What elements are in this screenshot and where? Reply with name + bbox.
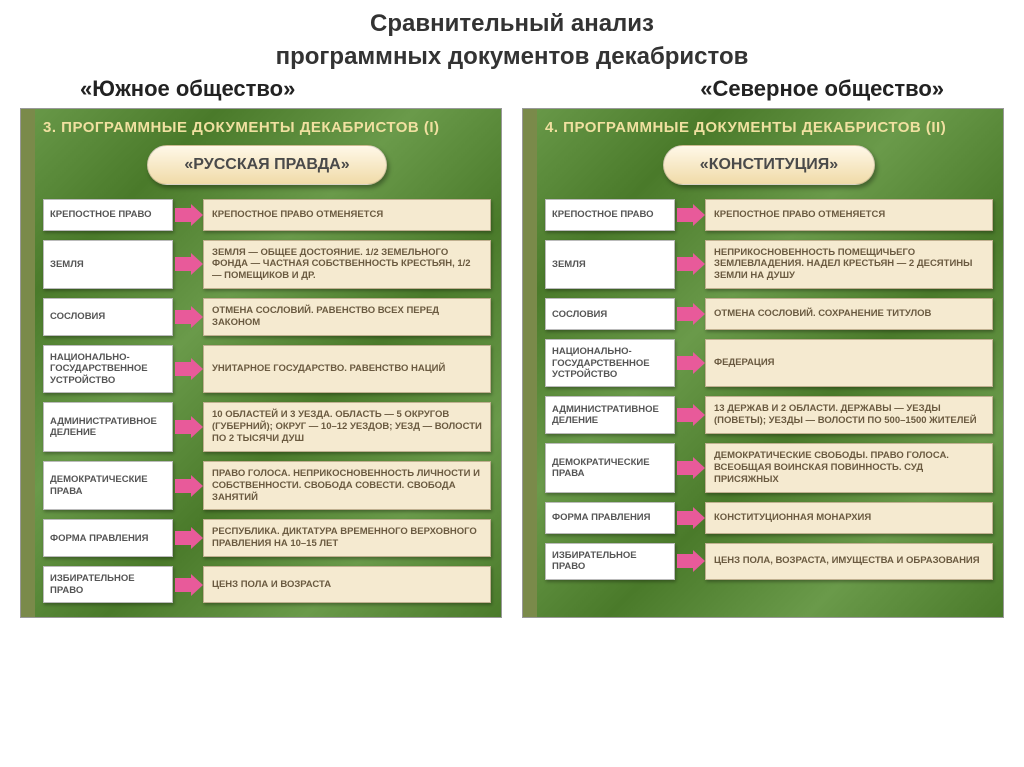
arrow-icon [675, 339, 705, 387]
arrow-icon [173, 345, 203, 393]
row-label: АДМИНИСТРАТИВНОЕ ДЕЛЕНИЕ [43, 402, 173, 452]
arrow-icon [675, 443, 705, 493]
row-label: ФОРМА ПРАВЛЕНИЯ [545, 502, 675, 534]
row-value: 10 ОБЛАСТЕЙ И 3 УЕЗДА. ОБЛАСТЬ — 5 ОКРУГ… [203, 402, 491, 452]
right-panel: 4. ПРОГРАММНЫЕ ДОКУМЕНТЫ ДЕКАБРИСТОВ (II… [522, 108, 1004, 618]
row-value: НЕПРИКОСНОВЕННОСТЬ ПОМЕЩИЧЬЕГО ЗЕМЛЕВЛАД… [705, 240, 993, 290]
comparison-row: ЗЕМЛЯ ЗЕМЛЯ — ОБЩЕЕ ДОСТОЯНИЕ. 1/2 ЗЕМЕЛЬ… [43, 240, 491, 290]
comparison-row: ЗЕМЛЯ НЕПРИКОСНОВЕННОСТЬ ПОМЕЩИЧЬЕГО ЗЕМЛ… [545, 240, 993, 290]
row-value: УНИТАРНОЕ ГОСУДАРСТВО. РАВЕНСТВО НАЦИЙ [203, 345, 491, 393]
comparison-row: КРЕПОСТНОЕ ПРАВО КРЕПОСТНОЕ ПРАВО ОТМЕНЯЕ… [545, 199, 993, 231]
main-title-line2: программных документов декабристов [20, 43, 1004, 72]
row-value: ЦЕНЗ ПОЛА, ВОЗРАСТА, ИМУЩЕСТВА И ОБРАЗОВ… [705, 543, 993, 580]
arrow-icon [173, 199, 203, 231]
row-value: ПРАВО ГОЛОСА. НЕПРИКОСНОВЕННОСТЬ ЛИЧНОСТ… [203, 461, 491, 511]
arrow-icon [675, 199, 705, 231]
arrow-icon [675, 240, 705, 290]
row-value: КРЕПОСТНОЕ ПРАВО ОТМЕНЯЕТСЯ [705, 199, 993, 231]
row-value: КРЕПОСТНОЕ ПРАВО ОТМЕНЯЕТСЯ [203, 199, 491, 231]
row-label: ИЗБИРАТЕЛЬНОЕ ПРАВО [43, 566, 173, 603]
arrow-icon [173, 240, 203, 290]
arrow-icon [173, 519, 203, 557]
row-value: ОТМЕНА СОСЛОВИЙ. СОХРАНЕНИЕ ТИТУЛОВ [705, 298, 993, 330]
row-value: ФЕДЕРАЦИЯ [705, 339, 993, 387]
arrow-icon [173, 298, 203, 336]
arrow-icon [675, 543, 705, 580]
row-label: АДМИНИСТРАТИВНОЕ ДЕЛЕНИЕ [545, 396, 675, 434]
left-subtitle: «Южное общество» [80, 76, 295, 102]
row-label: ДЕМОКРАТИЧЕСКИЕ ПРАВА [545, 443, 675, 493]
right-subtitle: «Северное общество» [700, 76, 944, 102]
comparison-row: ФОРМА ПРАВЛЕНИЯ КОНСТИТУЦИОННАЯ МОНАРХИЯ [545, 502, 993, 534]
right-rows: КРЕПОСТНОЕ ПРАВО КРЕПОСТНОЕ ПРАВО ОТМЕНЯЕ… [545, 199, 993, 580]
row-label: СОСЛОВИЯ [43, 298, 173, 336]
arrow-icon [675, 298, 705, 330]
row-value: 13 ДЕРЖАВ И 2 ОБЛАСТИ. ДЕРЖАВЫ — УЕЗДЫ (… [705, 396, 993, 434]
left-doc-title: «РУССКАЯ ПРАВДА» [147, 145, 386, 185]
row-value: ЦЕНЗ ПОЛА И ВОЗРАСТА [203, 566, 491, 603]
right-panel-header: 4. ПРОГРАММНЫЕ ДОКУМЕНТЫ ДЕКАБРИСТОВ (II… [545, 119, 993, 137]
arrow-icon [173, 402, 203, 452]
comparison-row: ДЕМОКРАТИЧЕСКИЕ ПРАВА ДЕМОКРАТИЧЕСКИЕ СВО… [545, 443, 993, 493]
row-label: НАЦИОНАЛЬНО-ГОСУДАРСТВЕННОЕ УСТРОЙСТВО [43, 345, 173, 393]
right-doc-title-wrap: «КОНСТИТУЦИЯ» [545, 145, 993, 185]
row-value: РЕСПУБЛИКА. ДИКТАТУРА ВРЕМЕННОГО ВЕРХОВН… [203, 519, 491, 557]
row-label: ФОРМА ПРАВЛЕНИЯ [43, 519, 173, 557]
left-rows: КРЕПОСТНОЕ ПРАВО КРЕПОСТНОЕ ПРАВО ОТМЕНЯЕ… [43, 199, 491, 603]
row-value: ЗЕМЛЯ — ОБЩЕЕ ДОСТОЯНИЕ. 1/2 ЗЕМЕЛЬНОГО … [203, 240, 491, 290]
panels-container: 3. ПРОГРАММНЫЕ ДОКУМЕНТЫ ДЕКАБРИСТОВ (I)… [20, 108, 1004, 618]
row-value: ДЕМОКРАТИЧЕСКИЕ СВОБОДЫ. ПРАВО ГОЛОСА. В… [705, 443, 993, 493]
comparison-row: ИЗБИРАТЕЛЬНОЕ ПРАВО ЦЕНЗ ПОЛА, ВОЗРАСТА, … [545, 543, 993, 580]
left-side-tab [21, 109, 35, 617]
comparison-row: ДЕМОКРАТИЧЕСКИЕ ПРАВА ПРАВО ГОЛОСА. НЕПРИ… [43, 461, 491, 511]
comparison-row: СОСЛОВИЯ ОТМЕНА СОСЛОВИЙ. РАВЕНСТВО ВСЕХ … [43, 298, 491, 336]
row-label: ИЗБИРАТЕЛЬНОЕ ПРАВО [545, 543, 675, 580]
comparison-row: АДМИНИСТРАТИВНОЕ ДЕЛЕНИЕ 10 ОБЛАСТЕЙ И 3 … [43, 402, 491, 452]
row-label: КРЕПОСТНОЕ ПРАВО [545, 199, 675, 231]
main-title-line1: Сравнительный анализ [20, 10, 1004, 39]
row-label: ЗЕМЛЯ [545, 240, 675, 290]
left-panel-header: 3. ПРОГРАММНЫЕ ДОКУМЕНТЫ ДЕКАБРИСТОВ (I) [43, 119, 491, 137]
arrow-icon [675, 502, 705, 534]
row-label: СОСЛОВИЯ [545, 298, 675, 330]
arrow-icon [173, 461, 203, 511]
row-value: ОТМЕНА СОСЛОВИЙ. РАВЕНСТВО ВСЕХ ПЕРЕД ЗА… [203, 298, 491, 336]
comparison-row: ФОРМА ПРАВЛЕНИЯ РЕСПУБЛИКА. ДИКТАТУРА ВРЕ… [43, 519, 491, 557]
right-side-tab [523, 109, 537, 617]
subtitles-row: «Южное общество» «Северное общество» [20, 76, 1004, 108]
left-panel: 3. ПРОГРАММНЫЕ ДОКУМЕНТЫ ДЕКАБРИСТОВ (I)… [20, 108, 502, 618]
row-value: КОНСТИТУЦИОННАЯ МОНАРХИЯ [705, 502, 993, 534]
comparison-row: НАЦИОНАЛЬНО-ГОСУДАРСТВЕННОЕ УСТРОЙСТВО УН… [43, 345, 491, 393]
comparison-row: КРЕПОСТНОЕ ПРАВО КРЕПОСТНОЕ ПРАВО ОТМЕНЯЕ… [43, 199, 491, 231]
row-label: НАЦИОНАЛЬНО-ГОСУДАРСТВЕННОЕ УСТРОЙСТВО [545, 339, 675, 387]
row-label: ДЕМОКРАТИЧЕСКИЕ ПРАВА [43, 461, 173, 511]
comparison-row: СОСЛОВИЯ ОТМЕНА СОСЛОВИЙ. СОХРАНЕНИЕ ТИТУ… [545, 298, 993, 330]
arrow-icon [675, 396, 705, 434]
comparison-row: ИЗБИРАТЕЛЬНОЕ ПРАВО ЦЕНЗ ПОЛА И ВОЗРАСТА [43, 566, 491, 603]
row-label: КРЕПОСТНОЕ ПРАВО [43, 199, 173, 231]
left-doc-title-wrap: «РУССКАЯ ПРАВДА» [43, 145, 491, 185]
arrow-icon [173, 566, 203, 603]
row-label: ЗЕМЛЯ [43, 240, 173, 290]
comparison-row: АДМИНИСТРАТИВНОЕ ДЕЛЕНИЕ 13 ДЕРЖАВ И 2 ОБ… [545, 396, 993, 434]
comparison-row: НАЦИОНАЛЬНО-ГОСУДАРСТВЕННОЕ УСТРОЙСТВО ФЕ… [545, 339, 993, 387]
right-doc-title: «КОНСТИТУЦИЯ» [663, 145, 875, 185]
